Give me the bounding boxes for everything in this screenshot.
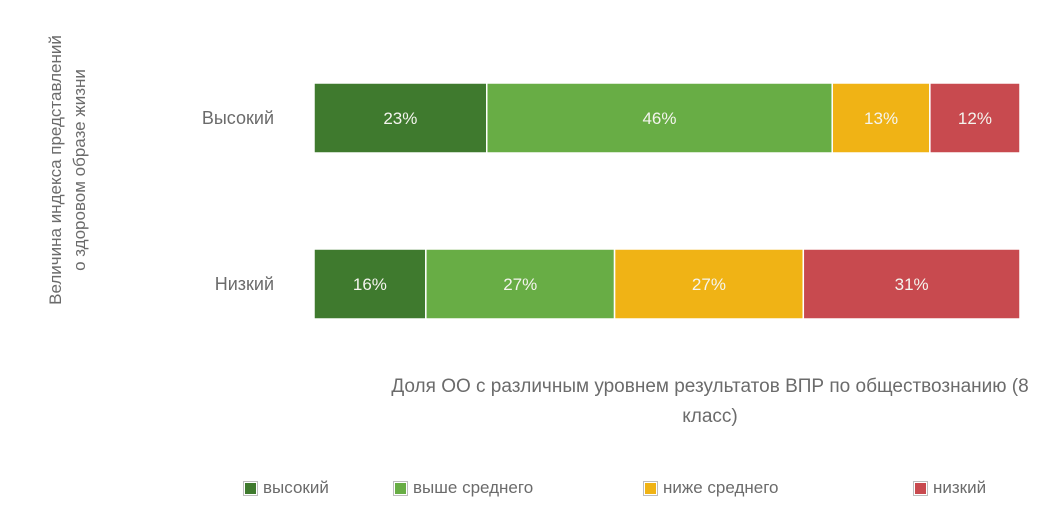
data-label-vysokiy-nizkiy: 12% (958, 109, 992, 128)
data-label-nizkiy-nizhe-srednego: 27% (692, 275, 726, 294)
legend-label-nizhe-srednego: ниже среднего (663, 478, 779, 497)
bar-segment-nizkiy-nizhe-srednego (613, 248, 805, 320)
bar-segment-vysokiy-nizhe-srednego (831, 82, 931, 154)
legend-label-vysokiy: высокий (263, 478, 329, 497)
legend-label-nizkiy: низкий (933, 478, 987, 497)
x-axis-title: Доля ОО с различным уровнем результатов … (391, 376, 1029, 427)
legend-swatch-nizhe-srednego (643, 480, 658, 496)
bar-segment-nizkiy-vysokiy (313, 248, 427, 320)
data-label-nizkiy-vysokiy: 16% (353, 275, 387, 294)
data-label-vysokiy-vysokiy: 23% (383, 109, 417, 128)
legend-item-nizkiy: низкий (913, 478, 987, 498)
category-label-vysokiy: Высокий (202, 108, 274, 128)
data-label-vysokiy-nizhe-srednego: 13% (864, 109, 898, 128)
legend-swatch-nizkiy (913, 480, 928, 496)
legend-item-vysokiy: высокий (243, 478, 329, 498)
category-label-nizkiy: Низкий (215, 274, 274, 294)
bar-segment-nizkiy-nizkiy (802, 248, 1021, 320)
legend-label-vyshe-srednego: выше среднего (413, 478, 534, 497)
bar-segment-nizkiy-vyshe-srednego (425, 248, 616, 320)
legend-swatch-vyshe-srednego (393, 480, 408, 496)
legend-item-vyshe-srednego: выше среднего (393, 478, 534, 498)
data-label-vysokiy-vyshe-srednego: 46% (642, 109, 676, 128)
legend: высокий выше среднего ниже среднего низк… (243, 478, 1042, 504)
data-label-nizkiy-nizkiy: 31% (895, 275, 929, 294)
data-label-nizkiy-vyshe-srednego: 27% (503, 275, 537, 294)
legend-item-nizhe-srednego: ниже среднего (643, 478, 779, 498)
bar-segment-vysokiy-nizkiy (929, 82, 1021, 154)
legend-swatch-vysokiy (243, 480, 258, 496)
